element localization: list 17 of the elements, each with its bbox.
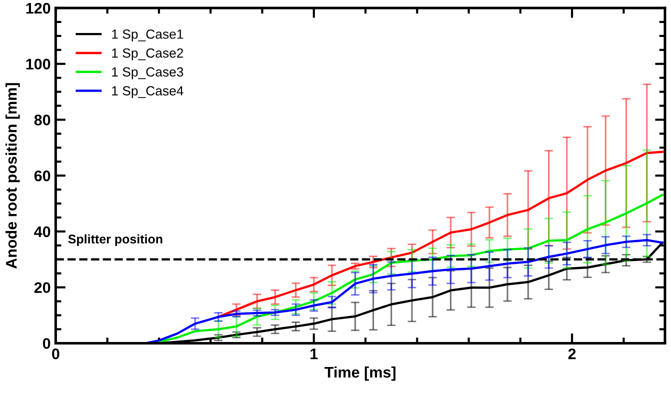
y-axis-title: Anode root position [mm] — [6, 83, 20, 269]
y-tick-label: 40 — [34, 226, 50, 238]
legend-label: 1 Sp_Case1 — [112, 29, 184, 42]
ref-line-label: Splitter position — [68, 234, 162, 246]
x-tick-label: 0 — [52, 348, 60, 360]
x-tick-label: 1 — [310, 348, 318, 360]
y-tick-label: 20 — [34, 282, 50, 294]
y-tick-label: 60 — [34, 170, 50, 182]
y-tick-label: 100 — [26, 58, 50, 70]
y-tick-label: 80 — [34, 114, 50, 126]
legend-label: 1 Sp_Case2 — [112, 48, 184, 60]
y-tick-label: 120 — [26, 2, 50, 14]
x-tick-label: 2 — [568, 348, 576, 360]
legend-label: 1 Sp_Case4 — [112, 86, 184, 98]
x-axis-title: Time [ms] — [324, 366, 396, 381]
y-tick-label: 0 — [42, 338, 50, 349]
legend-label: 1 Sp_Case3 — [112, 67, 184, 80]
